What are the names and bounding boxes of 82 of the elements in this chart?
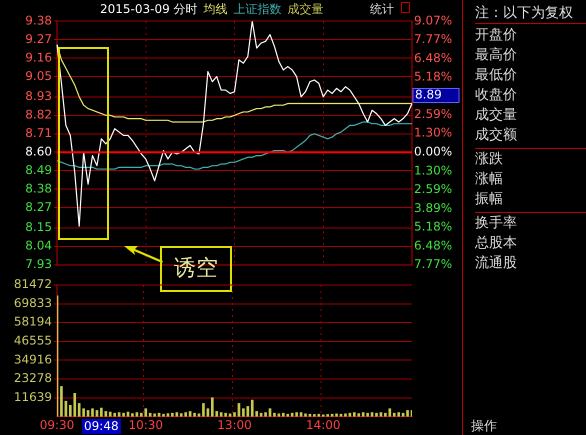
y-tick-label: 69833 [14, 296, 52, 310]
bar [250, 400, 254, 417]
bar [255, 411, 258, 417]
x-tick-label: 14:00 [306, 418, 341, 432]
text: 成交量 [475, 106, 517, 124]
text: 8.89 [415, 88, 442, 102]
bar [220, 412, 223, 417]
bar [215, 411, 218, 417]
bar [184, 412, 188, 417]
bar [108, 412, 112, 417]
text: 最高价 [475, 46, 517, 64]
x-tick-label: 09:30 [40, 418, 74, 432]
bar [104, 411, 108, 417]
y-tick-label: 9.16 [25, 50, 52, 64]
bar [246, 406, 250, 417]
y-tick-label: 34916 [14, 352, 52, 366]
text: 成交额 [475, 126, 517, 144]
text: 上证指数 [234, 1, 282, 18]
bar [406, 410, 409, 417]
y-tick-label: 8.71 [25, 126, 52, 140]
y2-tick-label: 0.00% [414, 144, 452, 159]
y-tick-label: 23278 [14, 371, 52, 386]
bar [357, 413, 360, 417]
x-tick-label: 10:30 [128, 418, 164, 432]
y-tick-label: 8.15 [25, 220, 52, 234]
bar [180, 413, 183, 417]
text: 涨幅 [475, 170, 503, 188]
y-tick-label: 46555 [14, 334, 52, 348]
text: 成交量 [288, 1, 324, 18]
y2-tick-label: 7.77% [414, 256, 452, 271]
y-tick-label: 8.38 [25, 181, 52, 196]
y2-tick-label: 6.48% [414, 50, 452, 65]
y2-tick-label: 9.07% [414, 13, 452, 28]
y-tick-label: 9.38 [25, 13, 52, 28]
bar [322, 414, 325, 417]
y-tick-label: 8.93 [25, 88, 52, 103]
text: 振幅 [475, 190, 503, 208]
text: 流通股 [475, 254, 517, 272]
text: 换手率 [475, 214, 517, 232]
text: 09:48 [82, 419, 121, 434]
x-tick-label: 13:00 [217, 418, 252, 432]
y2-tick-label: 2.59% [414, 182, 452, 196]
y2-tick-label: 5.18% [414, 219, 452, 234]
bar [68, 404, 72, 417]
text: 操作 [471, 418, 497, 435]
y2-tick-label: 1.30% [414, 163, 452, 178]
text: 最低价 [475, 66, 517, 84]
bar [326, 414, 330, 417]
y-tick-label: 8.60 [25, 144, 52, 158]
bar [362, 412, 365, 417]
bar [73, 393, 76, 417]
y-tick-label: 11639 [14, 390, 52, 404]
bar [388, 408, 392, 417]
text: 总股本 [475, 234, 517, 252]
y-tick-label: 8.49 [25, 162, 52, 177]
y2-tick-label: 6.48% [414, 238, 452, 252]
y2-tick-label: 5.18% [414, 70, 452, 84]
text: 注：以下为复权 [475, 4, 573, 22]
bar [352, 412, 356, 417]
text: 收盘价 [475, 86, 517, 104]
text: 涨跌 [475, 150, 503, 168]
bar [175, 412, 178, 417]
y-tick-label: 9.27 [25, 32, 52, 46]
bar [210, 397, 214, 417]
y-tick-label: 8.82 [25, 107, 52, 122]
text: 均线 [204, 1, 228, 18]
bar [397, 412, 400, 417]
y-tick-label: 58194 [14, 314, 52, 329]
bar [78, 403, 81, 417]
y2-tick-label: 3.89% [414, 200, 452, 215]
bar [144, 408, 148, 417]
y-tick-label: 8.04 [25, 238, 52, 252]
y2-tick-label: 7.77% [414, 32, 452, 46]
text: 统计 [370, 1, 394, 18]
y-tick-label: 9.05 [25, 68, 52, 83]
text: 开盘价 [475, 26, 517, 44]
y-tick-label: 81472 [14, 277, 52, 292]
y-tick-label: 8.27 [25, 200, 52, 214]
chart-title: 2015-03-09 分时 [100, 1, 198, 18]
y2-tick-label: 1.30% [414, 126, 452, 140]
y-tick-label: 7.93 [25, 256, 52, 271]
y2-tick-label: 2.59% [414, 107, 452, 122]
